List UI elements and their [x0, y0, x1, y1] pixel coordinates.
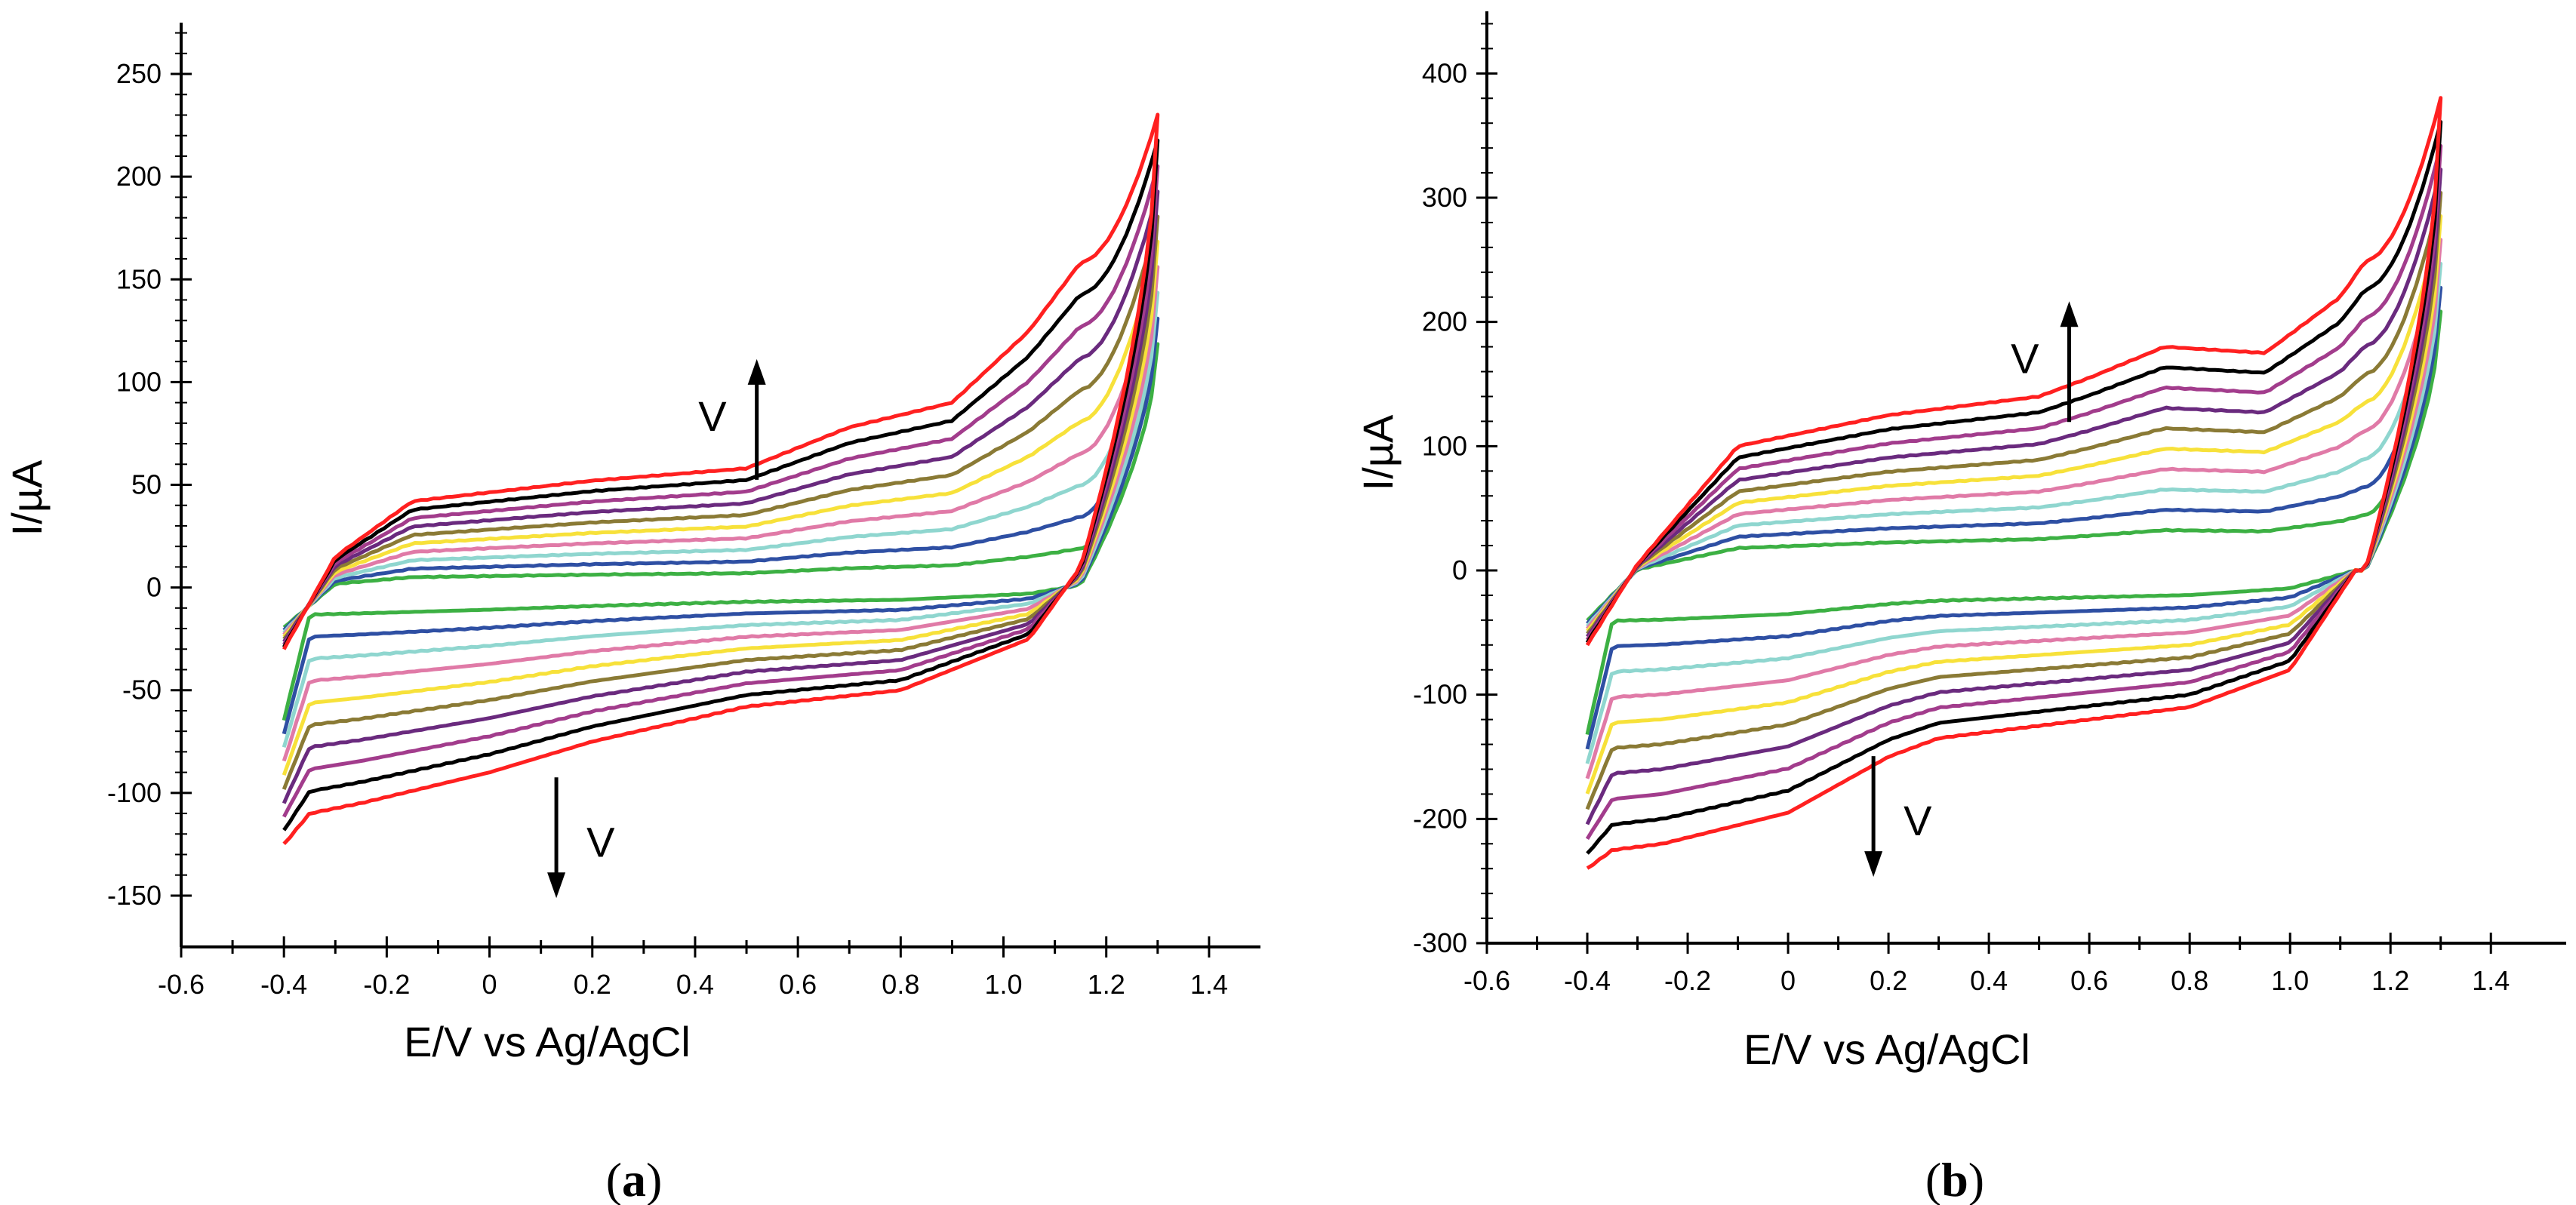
- chart-panel-b: -0.6 -0.4 -0.2 0 0.2 0.4 0.6 0.8 1.0 1.2 1.4 -300 -2…: [1354, 11, 2566, 1205]
- x-tick-label: 0.8: [2171, 965, 2208, 996]
- caption-a-open: (: [606, 1153, 622, 1205]
- caption-b-open: (: [1925, 1153, 1941, 1205]
- x-tick-label: 0.2: [574, 969, 611, 1000]
- series-line-5: [1585, 214, 2443, 795]
- series-line-9: [1585, 120, 2443, 855]
- x-tick-label: 1.2: [1088, 969, 1125, 1000]
- y-tick-label: 250: [116, 58, 162, 89]
- y-tick-label: -100: [107, 777, 162, 808]
- x-tick-label: 0: [482, 969, 497, 1000]
- annotation-arrow-down: V: [1864, 756, 1932, 878]
- series-line-7: [1585, 168, 2443, 825]
- annotations-b: VV: [1864, 301, 2079, 878]
- x-tick-label: 1.4: [2472, 965, 2510, 996]
- series-line-9: [282, 138, 1160, 832]
- x-tick-label: -0.6: [1463, 965, 1510, 996]
- y-tick-label: 400: [1422, 57, 1467, 88]
- y-tick-label: -150: [107, 880, 162, 911]
- y-tick-label: -200: [1413, 803, 1467, 834]
- x-tick-label: -0.2: [363, 969, 410, 1000]
- x-tick-label: 0.2: [1870, 965, 1907, 996]
- annotation-arrow-up: V: [2011, 301, 2079, 423]
- y-tick-label: 300: [1422, 182, 1467, 213]
- series-line-3: [1585, 262, 2443, 764]
- y-tick-label: 0: [146, 572, 162, 603]
- x-tick-label: -0.6: [158, 969, 205, 1000]
- chart-panel-a: -0.6 -0.4 -0.2 0 0.2 0.4 0.6 0.8 1.0 1.2 1.4 -150 -1…: [3, 23, 1260, 1205]
- x-tick-label: 1.0: [985, 969, 1023, 1000]
- series-line-10: [282, 112, 1160, 846]
- y-tick-label: 200: [1422, 306, 1467, 337]
- caption-b-letter: b: [1941, 1153, 1968, 1205]
- x-tick-label: 0.6: [2070, 965, 2108, 996]
- y-tick-label: 0: [1452, 555, 1467, 586]
- x-tick-label: -0.2: [1664, 965, 1711, 996]
- annotation-arrow-up: V: [698, 358, 766, 480]
- caption-a-close: ): [646, 1153, 662, 1205]
- x-tick-label: -0.4: [260, 969, 307, 1000]
- x-tick-label: 0.8: [882, 969, 919, 1000]
- x-tick-label: 0.6: [779, 969, 817, 1000]
- caption-a-letter: a: [622, 1153, 646, 1205]
- series-line-5: [282, 239, 1160, 776]
- annotations-a: VV: [547, 358, 766, 899]
- x-axis-label-b: E/V vs Ag/AgCl: [1743, 1025, 2030, 1073]
- series-a: [282, 112, 1160, 846]
- y-tick-label: 100: [116, 366, 162, 397]
- axes-b: -0.6 -0.4 -0.2 0 0.2 0.4 0.6 0.8 1.0 1.2 1.4 -300 -2…: [1413, 11, 2566, 996]
- x-tick-label: 0: [1780, 965, 1796, 996]
- series-line-4: [282, 265, 1160, 762]
- annotation-label: V: [1904, 797, 1932, 844]
- series-line-2: [282, 316, 1160, 735]
- annotation-label: V: [586, 818, 615, 865]
- y-axis-label-a: I/µA: [3, 460, 51, 536]
- x-axis-label-a: E/V vs Ag/AgCl: [404, 1018, 691, 1065]
- series-line-3: [282, 290, 1160, 749]
- x-tick-label: 0.4: [1970, 965, 2008, 996]
- y-tick-label: 200: [116, 161, 162, 192]
- y-tick-label: -50: [122, 675, 162, 705]
- y-tick-label: -300: [1413, 927, 1467, 958]
- y-tick-label: -100: [1413, 679, 1467, 710]
- x-tick-label: 0.4: [676, 969, 714, 1000]
- y-axis-label-b: I/µA: [1354, 414, 1402, 490]
- y-tick-label: 150: [116, 263, 162, 294]
- caption-b-close: ): [1968, 1153, 1984, 1205]
- y-tick-label: 100: [1422, 430, 1467, 461]
- series-line-1: [1585, 309, 2443, 736]
- y-tick-label: 50: [131, 469, 162, 500]
- caption-b: (b): [1925, 1153, 1984, 1205]
- x-tick-label: 1.0: [2271, 965, 2309, 996]
- caption-a: (a): [606, 1153, 663, 1205]
- axes-a: -0.6 -0.4 -0.2 0 0.2 0.4 0.6 0.8 1.0 1.2 1.4 -150 -1…: [107, 23, 1260, 1000]
- series-line-2: [1585, 285, 2443, 750]
- x-tick-label: -0.4: [1564, 965, 1611, 996]
- series-line-1: [282, 342, 1160, 721]
- annotation-label: V: [698, 392, 727, 440]
- x-tick-label: 1.2: [2371, 965, 2409, 996]
- annotation-label: V: [2011, 334, 2039, 382]
- x-tick-label: 1.4: [1190, 969, 1228, 1000]
- annotation-arrow-down: V: [547, 777, 615, 899]
- series-b: [1585, 96, 2443, 870]
- series-line-8: [282, 164, 1160, 818]
